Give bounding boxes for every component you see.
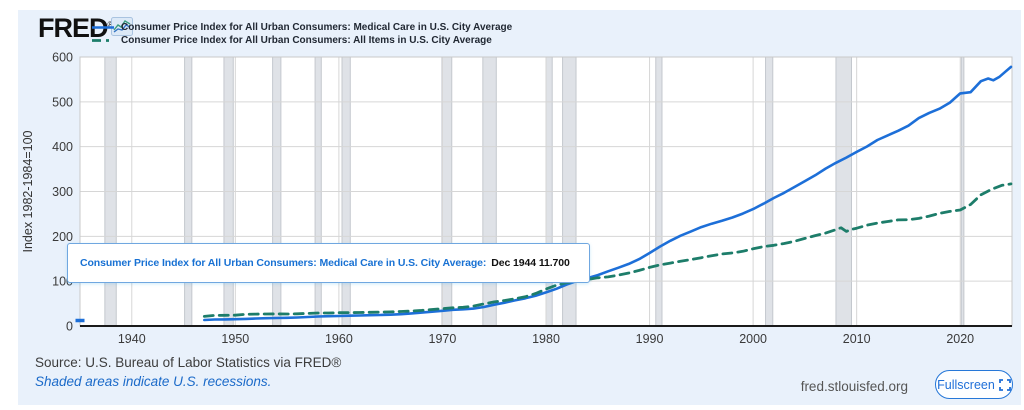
hover-marker	[75, 318, 85, 323]
y-tick-label: 300	[52, 185, 73, 199]
tooltip-value: Dec 1944 11.700	[491, 257, 570, 269]
tooltip-series-label: Consumer Price Index for All Urban Consu…	[80, 257, 487, 269]
legend-swatch-solid	[92, 26, 114, 29]
fred-chart-widget: 0 100 200 300 400 500 600 1940 1950 1960 1970 1980 1…	[18, 10, 1021, 405]
fred-sparkline-icon	[111, 17, 133, 36]
x-tick-label: 1950	[221, 332, 249, 346]
x-tick-label: 1980	[532, 332, 560, 346]
fullscreen-button-label: Fullscreen	[937, 377, 995, 392]
source-text: Source: U.S. Bureau of Labor Statistics …	[35, 355, 342, 370]
x-tick-label: 2000	[739, 332, 767, 346]
y-tick-label: 0	[66, 320, 73, 334]
x-tick-label: 2020	[946, 332, 974, 346]
y-tick-label: 600	[52, 51, 73, 65]
y-axis-title: Index 1982-1984=100	[21, 130, 35, 252]
chart-tooltip: Consumer Price Index for All Urban Consu…	[67, 243, 590, 283]
x-tick-label: 2010	[843, 332, 871, 346]
registered-mark: ®	[107, 20, 114, 29]
chart-legend: Consumer Price Index for All Urban Consu…	[92, 21, 512, 47]
medical-care-line[interactable]	[203, 65, 1013, 322]
y-tick-label: 200	[52, 230, 73, 244]
legend-item-medical-care: Consumer Price Index for All Urban Consu…	[92, 21, 512, 34]
recession-note-link[interactable]: Shaded areas indicate U.S. recessions.	[35, 374, 272, 389]
legend-label-medical-care: Consumer Price Index for All Urban Consu…	[121, 22, 513, 33]
x-tick-label: 1970	[429, 332, 457, 346]
legend-swatch-dashed	[92, 39, 114, 42]
all-items-line[interactable]	[202, 182, 1013, 318]
site-link[interactable]: fred.stlouisfed.org	[800, 379, 908, 394]
y-tick-label: 400	[52, 140, 73, 154]
x-tick-label: 1940	[118, 332, 146, 346]
fullscreen-icon	[998, 378, 1011, 391]
legend-item-all-items: Consumer Price Index for All Urban Consu…	[92, 34, 512, 47]
x-tick-label: 1990	[636, 332, 664, 346]
legend-label-all-items: Consumer Price Index for All Urban Consu…	[121, 35, 492, 46]
fullscreen-button[interactable]: Fullscreen	[935, 370, 1013, 399]
y-tick-label: 500	[52, 95, 73, 109]
x-tick-label: 1960	[325, 332, 353, 346]
